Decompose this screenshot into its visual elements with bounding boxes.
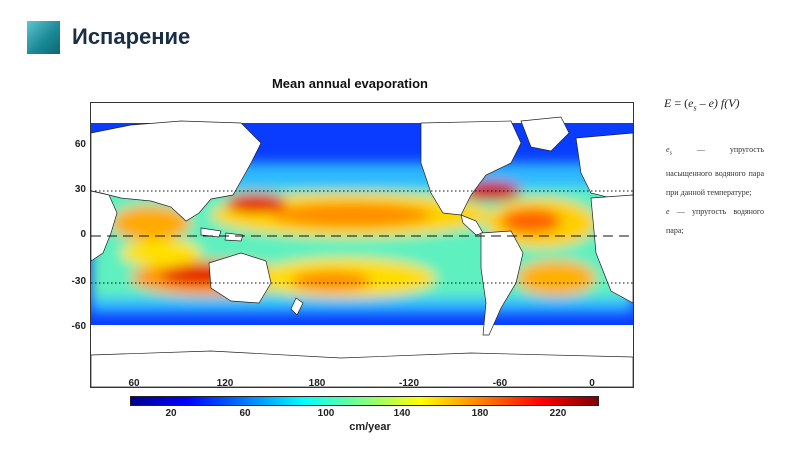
colorbar bbox=[130, 396, 599, 406]
y-tick-label: 60 bbox=[74, 139, 86, 150]
x-tick-label: 180 bbox=[308, 378, 326, 389]
figure-title: Mean annual evaporation bbox=[271, 76, 429, 91]
evaporation-map-figure: Mean annual evaporation bbox=[60, 72, 640, 437]
colorbar-tick-label: 220 bbox=[549, 408, 567, 419]
evaporation-formula: E = (es – e) f(V) bbox=[664, 96, 740, 112]
x-tick-label: -120 bbox=[398, 378, 419, 389]
e-definition: e — упругость водяного пара; bbox=[666, 202, 764, 240]
es-symbol-sub: s bbox=[669, 150, 672, 157]
colorbar-tick-label: 100 bbox=[317, 408, 335, 419]
x-tick-label: 120 bbox=[216, 378, 234, 389]
es-definition-text: — упругость насыщенного водяного пара пр… bbox=[666, 145, 764, 197]
colorbar-tick-label: 140 bbox=[393, 408, 411, 419]
x-tick-label: 60 bbox=[128, 378, 140, 389]
formula-rest: – e) f(V) bbox=[696, 96, 740, 110]
colorbar-unit-label: cm/year bbox=[349, 421, 391, 433]
x-tick-label: 0 bbox=[589, 378, 595, 389]
slide-title: Испарение bbox=[72, 24, 191, 49]
evaporation-map-svg bbox=[91, 116, 633, 387]
title-accent-square bbox=[27, 21, 60, 54]
world-map-plot bbox=[90, 102, 634, 388]
colorbar-tick-label: 180 bbox=[471, 408, 489, 419]
formula-eq: = ( bbox=[671, 96, 689, 110]
y-tick-label: 0 bbox=[80, 229, 86, 240]
x-tick-label: -60 bbox=[492, 378, 508, 389]
formula-es-sub: s bbox=[693, 103, 697, 113]
y-tick-label: -60 bbox=[71, 321, 86, 332]
colorbar-tick-label: 20 bbox=[165, 408, 177, 419]
continents bbox=[91, 116, 633, 387]
colorbar-tick-label: 60 bbox=[239, 408, 251, 419]
e-symbol: e bbox=[666, 206, 670, 216]
y-tick-label: -30 bbox=[71, 276, 86, 287]
e-definition-text: — упругость водяного пара; bbox=[666, 206, 764, 235]
formula-description: es — упругость насыщенного водяного пара… bbox=[666, 140, 764, 240]
es-symbol: e bbox=[666, 145, 670, 154]
es-definition: es — упругость насыщенного водяного пара… bbox=[666, 140, 764, 202]
formula-lhs: E bbox=[664, 96, 672, 110]
y-tick-label: 30 bbox=[74, 184, 86, 195]
formula-es: e bbox=[688, 96, 694, 110]
